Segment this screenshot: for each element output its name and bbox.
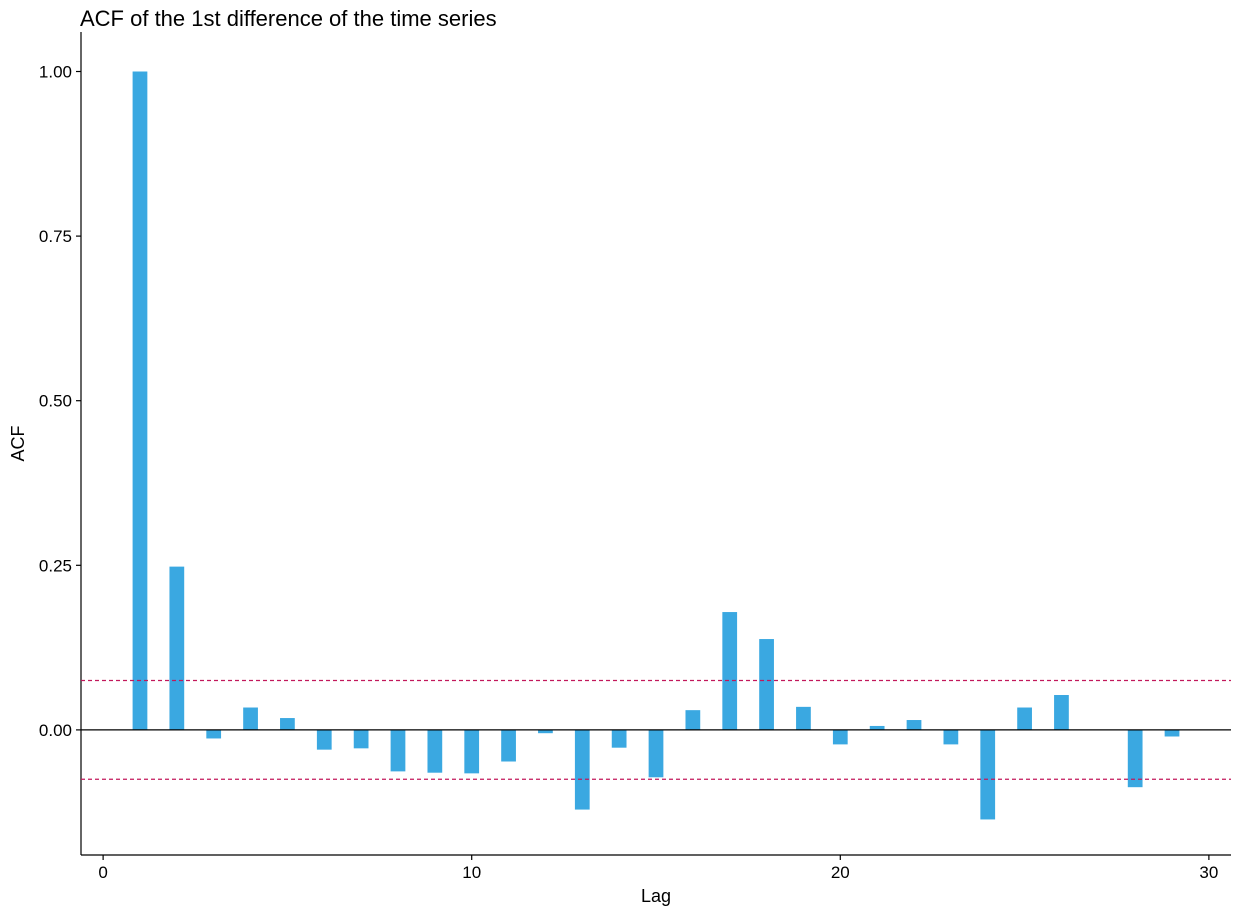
acf-bar [206, 729, 222, 739]
acf-bar [353, 729, 369, 749]
y-axis-title: ACF [8, 425, 28, 461]
acf-bar [832, 729, 848, 745]
acf-bar [1127, 729, 1143, 788]
acf-bar [943, 729, 959, 745]
x-tick-label: 30 [1199, 863, 1218, 882]
chart-title: ACF of the 1st difference of the time se… [80, 6, 497, 31]
acf-bar [722, 612, 738, 730]
bars [132, 71, 1180, 820]
acf-bar [280, 718, 295, 730]
x-tick-label: 20 [831, 863, 850, 882]
acf-bar [538, 729, 553, 734]
y-tick-label: 1.00 [39, 63, 72, 82]
acf-bar [648, 729, 664, 778]
acf-bar [1054, 695, 1069, 730]
acf-bar [243, 707, 258, 730]
acf-bar [906, 720, 922, 730]
y-axis: 0.00 0.25 0.50 0.75 1.00 [39, 32, 82, 855]
acf-bar [316, 729, 332, 750]
acf-bar [427, 729, 443, 773]
y-tick-label: 0.25 [39, 556, 72, 575]
x-axis: 0 10 20 30 [81, 854, 1231, 882]
x-tick-label: 10 [462, 863, 481, 882]
acf-bar [796, 706, 811, 730]
acf-bar [390, 729, 406, 772]
acf-bar [611, 729, 627, 748]
acf-bar [1164, 729, 1180, 737]
acf-bar [132, 71, 148, 730]
acf-bar [759, 639, 774, 730]
acf-bar [574, 729, 590, 810]
acf-bar [464, 729, 480, 774]
acf-bar [1017, 707, 1032, 730]
y-tick-label: 0.50 [39, 392, 72, 411]
acf-bar [501, 729, 516, 762]
acf-bar [169, 566, 185, 730]
acf-bar [869, 725, 885, 730]
acf-bar [980, 729, 996, 820]
y-tick-label: 0.75 [39, 227, 72, 246]
x-axis-title: Lag [641, 886, 671, 906]
y-tick-label: 0.00 [39, 721, 72, 740]
acf-bar [685, 710, 701, 730]
x-tick-label: 0 [98, 863, 107, 882]
